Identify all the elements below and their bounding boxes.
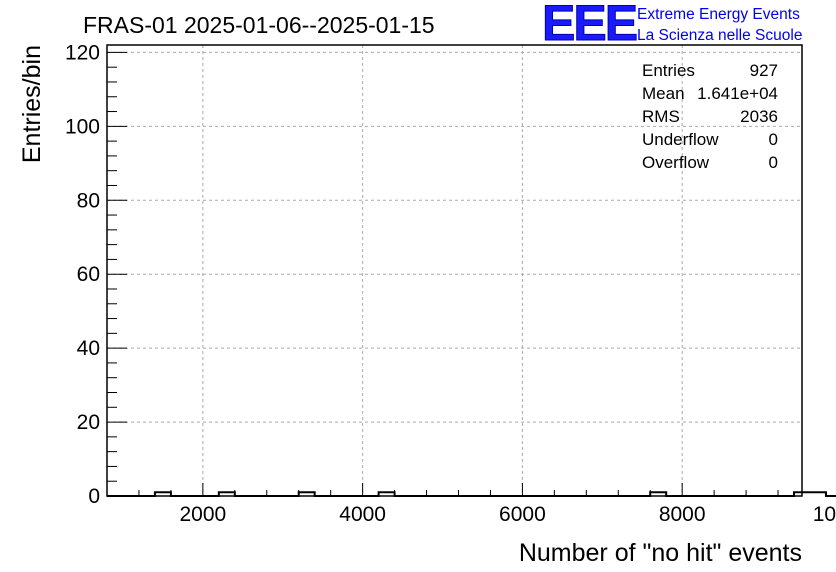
y-tick-label: 0 — [88, 485, 100, 508]
stat-value: 0 — [769, 153, 778, 172]
x-tick-label: 6000 — [499, 503, 546, 526]
stat-value: 927 — [750, 61, 778, 80]
x-axis-title: Number of "no hit" events — [519, 539, 802, 567]
y-tick-label: 60 — [77, 263, 100, 286]
y-tick-label: 80 — [77, 189, 100, 212]
x-tick-label: 2000 — [180, 503, 227, 526]
stats-box: Entries 927 Mean 1.641e+04 RMS 2036 Underflow 0… — [642, 61, 778, 172]
x-tick-label: 10000 — [813, 503, 836, 526]
y-tick-label: 40 — [77, 337, 100, 360]
stat-label: Underflow — [642, 130, 719, 149]
plot-frame — [106, 44, 803, 497]
x-tick-labels: 2000400060008000100001200014000160001800… — [180, 503, 836, 526]
grid-lines — [107, 45, 802, 497]
stat-label: Entries — [642, 61, 695, 80]
stat-value: 1.641e+04 — [697, 84, 778, 103]
y-tick-labels: 0 20 40 60 80 100 120 — [65, 41, 100, 508]
logo-line-2: La Scienza nelle Scuole — [637, 27, 802, 44]
x-tick-label: 4000 — [339, 503, 386, 526]
y-tick-label: 120 — [65, 41, 100, 64]
y-tick-label: 100 — [65, 115, 100, 138]
y-axis-title: Entries/bin — [18, 45, 46, 163]
eee-logo-mark: EEE — [542, 0, 637, 51]
chart-title: FRAS-01 2025-01-06--2025-01-15 — [83, 12, 435, 38]
y-tick-label: 20 — [77, 411, 100, 434]
stat-label: Mean — [642, 84, 685, 103]
x-tick-label: 8000 — [659, 503, 706, 526]
stat-label: RMS — [642, 107, 680, 126]
axis-ticks — [106, 51, 779, 497]
logo-line-1: Extreme Energy Events — [637, 6, 800, 23]
stat-value: 0 — [769, 130, 778, 149]
stat-value: 2036 — [740, 107, 778, 126]
stat-label: Overflow — [642, 153, 710, 172]
